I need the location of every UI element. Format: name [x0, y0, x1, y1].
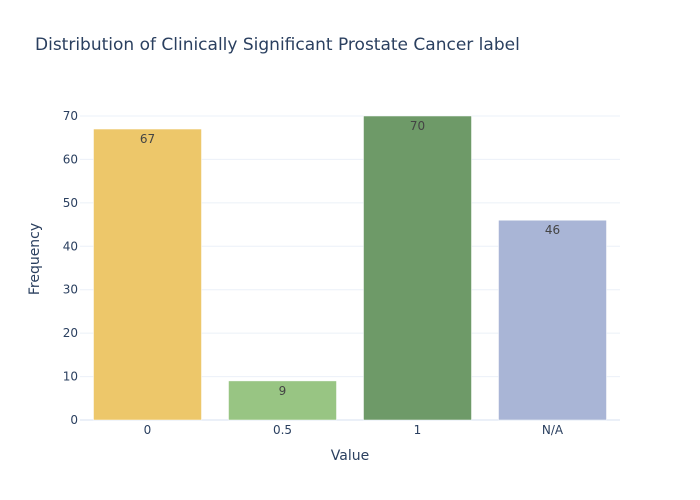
y-tick-label: 60	[63, 152, 78, 166]
y-tick-label: 70	[63, 109, 78, 123]
y-axis-ticks: 0 10 20 30 40 50 60 70	[63, 109, 78, 427]
bar-value-label: 9	[279, 384, 287, 398]
bar	[228, 380, 337, 421]
y-tick-label: 40	[63, 239, 78, 253]
bar-value-label: 46	[545, 223, 560, 237]
bar-value-label: 67	[140, 132, 155, 146]
bar	[363, 115, 472, 421]
x-tick-label: 0.5	[273, 423, 292, 437]
bar-value-label: 70	[410, 119, 425, 133]
y-tick-label: 0	[70, 413, 78, 427]
y-tick-label: 20	[63, 326, 78, 340]
x-axis-title: Value	[331, 448, 369, 464]
y-tick-label: 50	[63, 196, 78, 210]
bar-labels: 67 9 70 46	[140, 119, 560, 398]
y-tick-label: 30	[63, 283, 78, 297]
chart-title: Distribution of Clinically Significant P…	[35, 35, 520, 55]
x-axis-ticks: 0 0.5 1 N/A	[144, 423, 564, 437]
y-axis-title: Frequency	[27, 223, 43, 295]
y-tick-label: 10	[63, 370, 78, 384]
bars	[93, 115, 607, 421]
x-tick-label: 0	[144, 423, 152, 437]
bar	[498, 219, 607, 421]
x-tick-label: N/A	[542, 423, 564, 437]
bar	[93, 128, 202, 421]
x-tick-label: 1	[414, 423, 422, 437]
